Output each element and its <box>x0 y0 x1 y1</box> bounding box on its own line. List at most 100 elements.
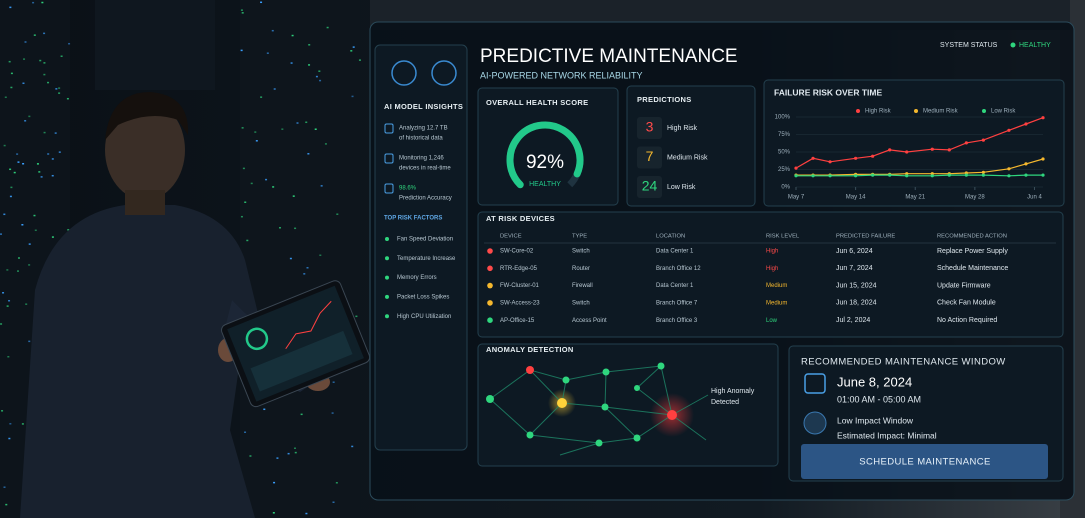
table-cell: Replace Power Supply <box>937 248 1008 255</box>
data-point <box>1007 174 1011 178</box>
calendar-icon <box>804 373 826 394</box>
led <box>358 59 361 61</box>
table-cell: Jun 18, 2024 <box>836 300 877 307</box>
led <box>242 167 245 170</box>
insight-text: devices in real-time <box>399 166 451 172</box>
led <box>332 381 335 383</box>
led <box>331 412 334 414</box>
table-cell: Medium <box>766 300 787 306</box>
schedule-button[interactable] <box>801 444 1048 479</box>
table-cell: Firewall <box>572 283 593 289</box>
x-tick-label: Jun 4 <box>1027 195 1042 201</box>
data-point <box>1024 162 1028 166</box>
x-tick-label: May 21 <box>905 195 925 201</box>
led <box>60 55 63 57</box>
risk-dot <box>487 265 493 272</box>
dashboard: AI MODEL INSIGHTS TOP RISK FACTORS PREDI… <box>369 21 1075 501</box>
led <box>335 482 338 484</box>
led <box>273 481 276 484</box>
data-point <box>964 141 968 145</box>
led <box>5 503 8 506</box>
led <box>17 257 20 259</box>
table-cell: Schedule Maintenance <box>937 265 1008 272</box>
led <box>8 60 11 63</box>
led <box>28 340 31 343</box>
insight-text: Prediction Accuracy <box>399 196 452 202</box>
led <box>24 120 27 122</box>
table-cell: High <box>766 266 778 272</box>
led <box>260 96 263 98</box>
series-line <box>796 174 1043 177</box>
table-cell: Jun 6, 2024 <box>836 248 873 255</box>
led <box>58 151 61 153</box>
schedule-button-label[interactable]: SCHEDULE MAINTENANCE <box>859 457 991 468</box>
led <box>51 174 54 177</box>
status-label: SYSTEM STATUS <box>940 42 998 49</box>
led <box>2 292 5 294</box>
impact: Low Impact Window <box>837 415 914 425</box>
led <box>307 153 310 155</box>
y-tick-label: 100% <box>775 115 791 121</box>
led <box>241 127 244 129</box>
led <box>43 131 46 134</box>
led <box>263 408 266 411</box>
table-cell: Branch Office 3 <box>656 318 698 324</box>
led <box>240 215 243 218</box>
led <box>351 445 354 448</box>
network-graph <box>486 362 709 456</box>
data-point <box>854 156 858 160</box>
led <box>255 140 258 142</box>
data-point <box>888 148 892 152</box>
led <box>0 323 3 325</box>
led <box>23 58 26 60</box>
led <box>54 132 57 134</box>
led <box>351 95 354 98</box>
data-point <box>828 160 832 164</box>
led <box>7 355 10 358</box>
table-cell: SW-Core-02 <box>500 249 534 255</box>
table-cell: Switch <box>572 249 590 255</box>
led <box>296 122 299 124</box>
led <box>273 88 276 90</box>
data-point <box>1041 173 1045 177</box>
led <box>326 26 329 29</box>
risk-dot <box>487 248 493 254</box>
led <box>33 34 36 36</box>
led <box>68 42 71 45</box>
y-tick-label: 0% <box>781 185 790 191</box>
data-point <box>794 174 798 178</box>
led <box>303 273 306 275</box>
data-point <box>981 170 985 174</box>
led <box>51 236 54 238</box>
led <box>28 264 31 266</box>
data-point <box>930 147 934 151</box>
led <box>32 1 35 4</box>
led <box>278 227 281 229</box>
data-point <box>905 150 909 154</box>
legend-label: Medium Risk <box>923 109 959 115</box>
series-line <box>795 117 1044 169</box>
chart-title: FAILURE RISK OVER TIME <box>774 87 882 97</box>
led <box>355 315 358 318</box>
data-point <box>871 154 875 158</box>
data-point <box>1041 157 1045 161</box>
table-cell: Switch <box>572 300 590 306</box>
led <box>39 59 42 62</box>
legend-label: Low Risk <box>991 109 1016 115</box>
led <box>13 171 16 174</box>
data-point <box>1007 128 1011 132</box>
led <box>308 44 311 46</box>
table-cell: AP-Office-15 <box>500 318 535 324</box>
anomaly-annotation: High Anomaly <box>711 388 755 395</box>
prediction-count: 24 <box>642 178 658 194</box>
led <box>244 431 247 433</box>
led <box>281 128 284 130</box>
led <box>352 46 355 48</box>
health-title: OVERALL HEALTH SCORE <box>486 98 588 107</box>
led <box>10 86 13 89</box>
risk-factor: High CPU Utilization <box>397 314 451 320</box>
insight-text: Monitoring 1,246 <box>399 156 444 162</box>
prediction-badge <box>637 146 662 169</box>
table-cell: No Action Required <box>937 317 997 324</box>
led <box>305 121 308 124</box>
